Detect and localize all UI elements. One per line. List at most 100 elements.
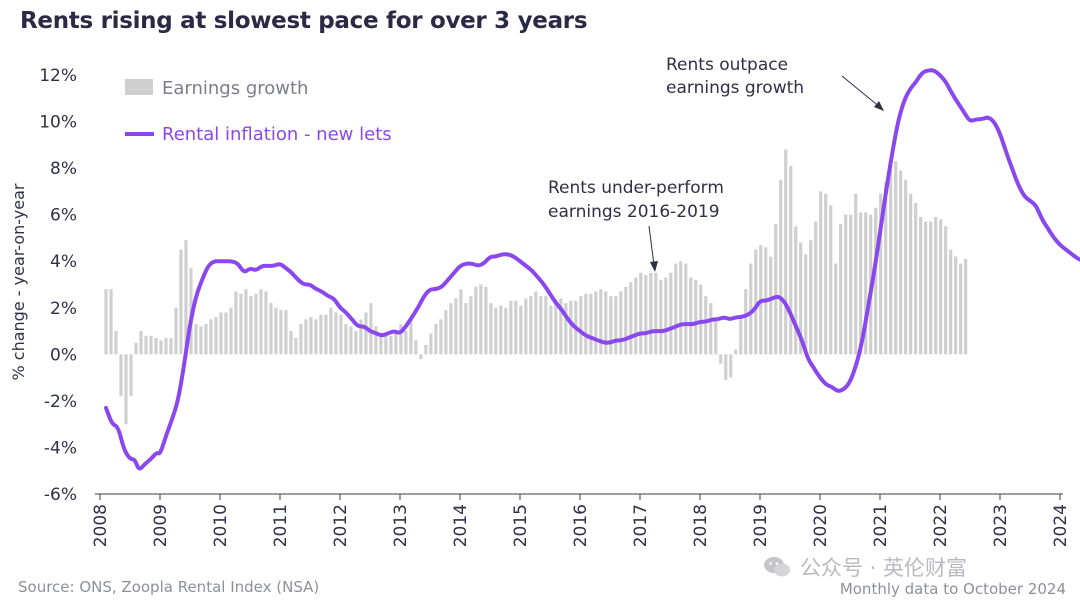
annotation-outpace-arrow: [841, 75, 882, 109]
earnings-bar: [614, 296, 618, 355]
earnings-bar: [279, 310, 283, 355]
earnings-bar: [794, 226, 798, 355]
y-tick-label: 4%: [50, 252, 77, 272]
earnings-bar: [439, 319, 443, 355]
earnings-bar: [164, 338, 168, 355]
watermark: 公众号 · 英伦财富: [762, 552, 967, 582]
x-tick-label: 2012: [331, 504, 351, 547]
earnings-bar: [294, 338, 298, 355]
annotation-outpace-line2: earnings growth: [666, 78, 804, 98]
earnings-bar: [749, 263, 753, 355]
earnings-bar: [184, 240, 188, 355]
earnings-bar: [959, 263, 963, 355]
earnings-bar: [119, 354, 123, 397]
chart-title: Rents rising at slowest pace for over 3 …: [20, 8, 588, 34]
earnings-bars: [104, 149, 968, 425]
earnings-bar: [369, 303, 373, 355]
x-tick-label: 2008: [91, 504, 111, 547]
earnings-bar: [694, 279, 698, 355]
earnings-bar: [329, 307, 333, 355]
earnings-bar: [159, 340, 163, 355]
annotation-outpace-arrowhead: [874, 101, 884, 111]
earnings-bar: [314, 319, 318, 355]
earnings-bar: [859, 212, 863, 355]
earnings-bar: [864, 212, 868, 355]
earnings-bar: [564, 303, 568, 355]
earnings-bar: [964, 258, 968, 355]
y-tick-label: 0%: [50, 345, 77, 365]
earnings-bar: [534, 291, 538, 355]
earnings-bar: [524, 298, 528, 355]
earnings-bar: [629, 282, 633, 355]
earnings-bar: [334, 312, 338, 355]
annotation-outpace: Rents outpace earnings growth: [666, 55, 884, 111]
earnings-bar: [914, 203, 918, 355]
earnings-bar: [779, 179, 783, 355]
earnings-bar: [544, 296, 548, 355]
x-tick-label: 2017: [631, 504, 651, 547]
earnings-bar: [499, 305, 503, 355]
earnings-bar: [229, 307, 233, 355]
earnings-bar: [209, 319, 213, 355]
earnings-bar: [639, 272, 643, 355]
earnings-bar: [179, 249, 183, 355]
x-tick-label: 2018: [691, 504, 711, 547]
earnings-bar: [509, 300, 513, 355]
legend: Earnings growth Rental inflation - new l…: [125, 78, 392, 145]
annotation-underperform: Rents under-perform earnings 2016-2019: [548, 178, 724, 272]
earnings-bar: [324, 314, 328, 355]
x-tick-label: 2010: [211, 504, 231, 547]
y-tick-label: 6%: [50, 206, 77, 226]
earnings-bar: [699, 284, 703, 355]
earnings-bar: [604, 291, 608, 355]
earnings-bar: [609, 296, 613, 355]
earnings-bar: [399, 324, 403, 355]
earnings-bar: [114, 331, 118, 355]
earnings-bar: [359, 319, 363, 355]
earnings-bar: [274, 307, 278, 355]
y-axis-ticks: 12% 10% 8% 6% 4% 2% 0% -2% -4% -6%: [39, 66, 77, 505]
earnings-bar: [389, 335, 393, 355]
data-note: Monthly data to October 2024: [839, 580, 1066, 598]
earnings-bar: [354, 331, 358, 355]
earnings-bar: [624, 286, 628, 355]
earnings-bar: [444, 310, 448, 355]
annotation-underperform-line1: Rents under-perform: [548, 178, 724, 198]
earnings-bar: [474, 286, 478, 355]
earnings-bar: [804, 254, 808, 355]
earnings-bar: [234, 291, 238, 355]
earnings-bar: [929, 221, 933, 355]
earnings-bar: [394, 331, 398, 355]
earnings-bar: [844, 214, 848, 355]
earnings-bar: [489, 303, 493, 355]
earnings-bar: [669, 272, 673, 355]
legend-earnings-label: Earnings growth: [162, 78, 308, 99]
legend-earnings-swatch: [125, 79, 153, 95]
watermark-text: 公众号 · 英伦财富: [800, 556, 968, 580]
earnings-bar: [799, 242, 803, 355]
earnings-bar: [814, 221, 818, 355]
earnings-bar: [909, 193, 913, 355]
x-tick-label: 2024: [1051, 504, 1071, 547]
earnings-bar: [769, 256, 773, 355]
earnings-bar: [309, 317, 313, 355]
earnings-bar: [944, 226, 948, 355]
earnings-bar: [379, 335, 383, 355]
earnings-bar: [854, 193, 858, 355]
earnings-bar: [789, 165, 793, 355]
annotation-underperform-arrowhead: [650, 261, 658, 272]
earnings-bar: [679, 261, 683, 355]
annotation-underperform-arrow: [648, 225, 655, 266]
earnings-bar: [954, 256, 958, 355]
y-tick-label: -6%: [44, 485, 77, 505]
earnings-bar: [244, 289, 248, 355]
earnings-bar: [494, 307, 498, 355]
earnings-bar: [674, 263, 678, 355]
earnings-bar: [619, 291, 623, 355]
x-tick-label: 2014: [451, 504, 471, 547]
earnings-bar: [139, 331, 143, 355]
x-tick-label: 2009: [151, 504, 171, 547]
earnings-bar: [684, 263, 688, 355]
earnings-bar: [194, 324, 198, 355]
earnings-bar: [724, 354, 728, 380]
